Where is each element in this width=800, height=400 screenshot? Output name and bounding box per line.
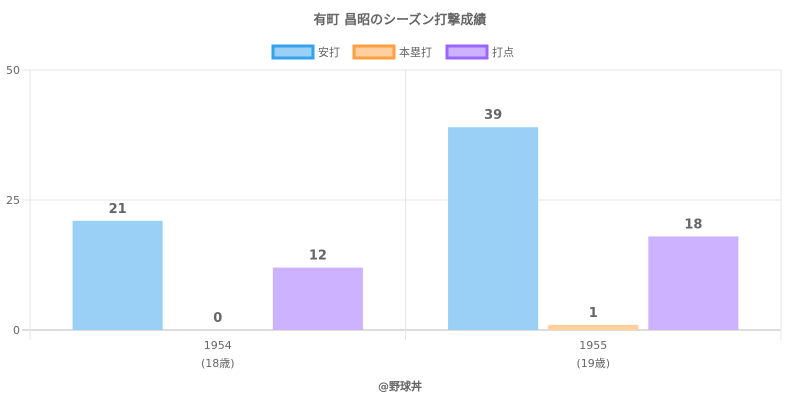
legend-swatch[interactable] xyxy=(445,44,489,60)
legend-swatch[interactable] xyxy=(352,44,396,60)
legend-label: 安打 xyxy=(318,45,340,59)
bar-group xyxy=(72,127,739,330)
legend-label: 打点 xyxy=(492,45,514,59)
x-tick-sublabel: (19歳) xyxy=(576,357,610,370)
y-tick-label: 50 xyxy=(6,64,20,77)
y-axis: 0 25 50 xyxy=(6,64,20,337)
data-labels: 21 0 12 39 1 18 xyxy=(109,108,703,326)
bar[interactable] xyxy=(548,324,639,330)
credit-text: @野球丼 xyxy=(378,379,422,393)
x-tick-label: 1954 xyxy=(204,339,232,352)
legend-swatch[interactable] xyxy=(271,44,315,60)
x-tick-label: 1955 xyxy=(579,339,607,352)
bar-value-label: 0 xyxy=(213,311,222,326)
bar[interactable] xyxy=(72,220,163,330)
legend: 安打 本塁打 打点 xyxy=(271,44,514,60)
bar-value-label: 21 xyxy=(109,202,127,217)
chart-title: 有町 昌昭のシーズン打撃成績 xyxy=(314,12,487,28)
bar-value-label: 39 xyxy=(484,108,502,123)
legend-label: 本塁打 xyxy=(399,45,432,59)
bar-value-label: 18 xyxy=(684,217,702,232)
bar[interactable] xyxy=(448,127,539,330)
bar-value-label: 12 xyxy=(309,249,327,264)
x-axis: 1954 (18歳) 1955 (19歳) xyxy=(201,339,610,370)
bar[interactable] xyxy=(648,236,739,330)
bar-value-label: 1 xyxy=(589,306,598,321)
y-tick-label: 0 xyxy=(13,324,20,337)
y-tick-label: 25 xyxy=(6,194,20,207)
x-tick-sublabel: (18歳) xyxy=(201,357,235,370)
bar[interactable] xyxy=(272,267,363,330)
